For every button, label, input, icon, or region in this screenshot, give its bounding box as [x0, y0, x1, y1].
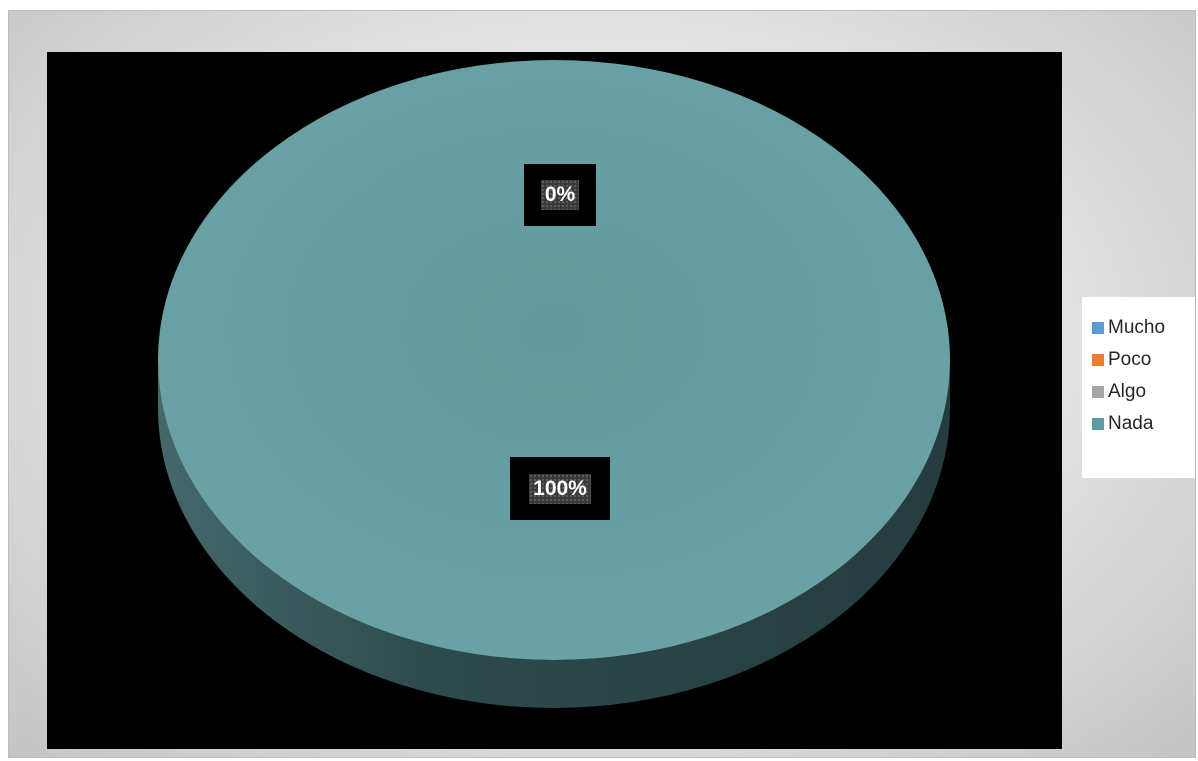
legend-swatch-algo [1092, 386, 1104, 398]
legend: Mucho Poco Algo Nada [1082, 297, 1195, 478]
legend-swatch-mucho [1092, 322, 1104, 334]
legend-label-algo: Algo [1108, 381, 1147, 402]
legend-item-nada: Nada [1092, 408, 1195, 440]
pie-slice-nada [158, 60, 950, 660]
legend-swatch-poco [1092, 354, 1104, 366]
data-label-nada: 100% [510, 457, 610, 520]
pie-side [158, 360, 950, 708]
pie-chart [158, 60, 950, 708]
legend-item-mucho: Mucho [1092, 312, 1195, 344]
data-label-small: 0% [524, 164, 596, 226]
legend-item-poco: Poco [1092, 344, 1195, 376]
legend-label-poco: Poco [1108, 349, 1152, 370]
legend-label-mucho: Mucho [1108, 317, 1166, 338]
chart-area: 0% 100% [8, 10, 1196, 758]
data-label-small-text: 0% [540, 180, 580, 210]
legend-item-algo: Algo [1092, 376, 1195, 408]
legend-label-nada: Nada [1108, 413, 1154, 434]
data-label-nada-text: 100% [529, 473, 591, 504]
plot-area: 0% 100% [47, 52, 1062, 749]
legend-swatch-nada [1092, 418, 1104, 430]
